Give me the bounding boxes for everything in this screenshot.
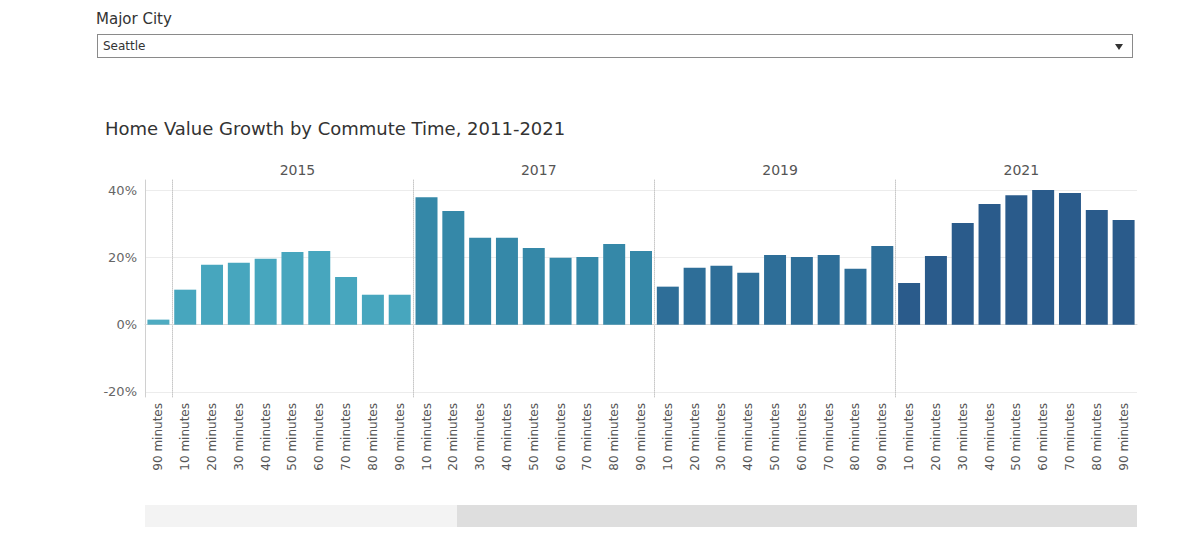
- svg-text:50 minutes: 50 minutes: [285, 403, 299, 471]
- svg-text:40 minutes: 40 minutes: [259, 403, 273, 471]
- svg-text:70 minutes: 70 minutes: [339, 403, 353, 471]
- svg-text:20%: 20%: [108, 250, 137, 265]
- svg-text:70 minutes: 70 minutes: [580, 403, 594, 471]
- svg-text:10 minutes: 10 minutes: [661, 403, 675, 471]
- svg-text:0%: 0%: [116, 317, 137, 332]
- svg-text:50 minutes: 50 minutes: [1009, 403, 1023, 471]
- html-text:Major City: Major City: [96, 10, 172, 28]
- svg-text:60 minutes: 60 minutes: [312, 403, 326, 471]
- svg-text:2021: 2021: [1004, 162, 1040, 178]
- svg-text:90 minutes: 90 minutes: [1117, 403, 1131, 471]
- svg-text:40 minutes: 40 minutes: [500, 403, 514, 471]
- svg-text:90 minutes: 90 minutes: [634, 403, 648, 471]
- svg-text:40%: 40%: [108, 183, 137, 198]
- svg-text:70 minutes: 70 minutes: [1063, 403, 1077, 471]
- svg-text:50 minutes: 50 minutes: [527, 403, 541, 471]
- svg-text:50 minutes: 50 minutes: [768, 403, 782, 471]
- svg-text:60 minutes: 60 minutes: [795, 403, 809, 471]
- svg-text:80 minutes: 80 minutes: [607, 403, 621, 471]
- svg-text:20 minutes: 20 minutes: [688, 403, 702, 471]
- svg-text:90 minutes: 90 minutes: [393, 403, 407, 471]
- svg-text:70 minutes: 70 minutes: [822, 403, 836, 471]
- html-text:Seattle: Seattle: [103, 39, 146, 53]
- svg-text:30 minutes: 30 minutes: [232, 403, 246, 471]
- svg-text:2017: 2017: [521, 162, 557, 178]
- svg-text:80 minutes: 80 minutes: [1090, 403, 1104, 471]
- svg-text:Home Value Growth by Commute T: Home Value Growth by Commute Time, 2011-…: [105, 118, 565, 139]
- svg-text:10 minutes: 10 minutes: [902, 403, 916, 471]
- svg-text:90 minutes: 90 minutes: [151, 403, 165, 471]
- svg-text:40 minutes: 40 minutes: [983, 403, 997, 471]
- svg-text:-20%: -20%: [103, 384, 137, 399]
- svg-text:30 minutes: 30 minutes: [956, 403, 970, 471]
- svg-text:10 minutes: 10 minutes: [420, 403, 434, 471]
- svg-text:80 minutes: 80 minutes: [848, 403, 862, 471]
- svg-text:90 minutes: 90 minutes: [875, 403, 889, 471]
- svg-text:2015: 2015: [280, 162, 316, 178]
- svg-text:10 minutes: 10 minutes: [178, 403, 192, 471]
- svg-text:20 minutes: 20 minutes: [205, 403, 219, 471]
- svg-text:80 minutes: 80 minutes: [366, 403, 380, 471]
- svg-text:40 minutes: 40 minutes: [741, 403, 755, 471]
- svg-text:30 minutes: 30 minutes: [714, 403, 728, 471]
- svg-text:60 minutes: 60 minutes: [1036, 403, 1050, 471]
- svg-text:20 minutes: 20 minutes: [929, 403, 943, 471]
- svg-text:20 minutes: 20 minutes: [446, 403, 460, 471]
- svg-text:2019: 2019: [762, 162, 798, 178]
- svg-text:60 minutes: 60 minutes: [554, 403, 568, 471]
- svg-text:30 minutes: 30 minutes: [473, 403, 487, 471]
